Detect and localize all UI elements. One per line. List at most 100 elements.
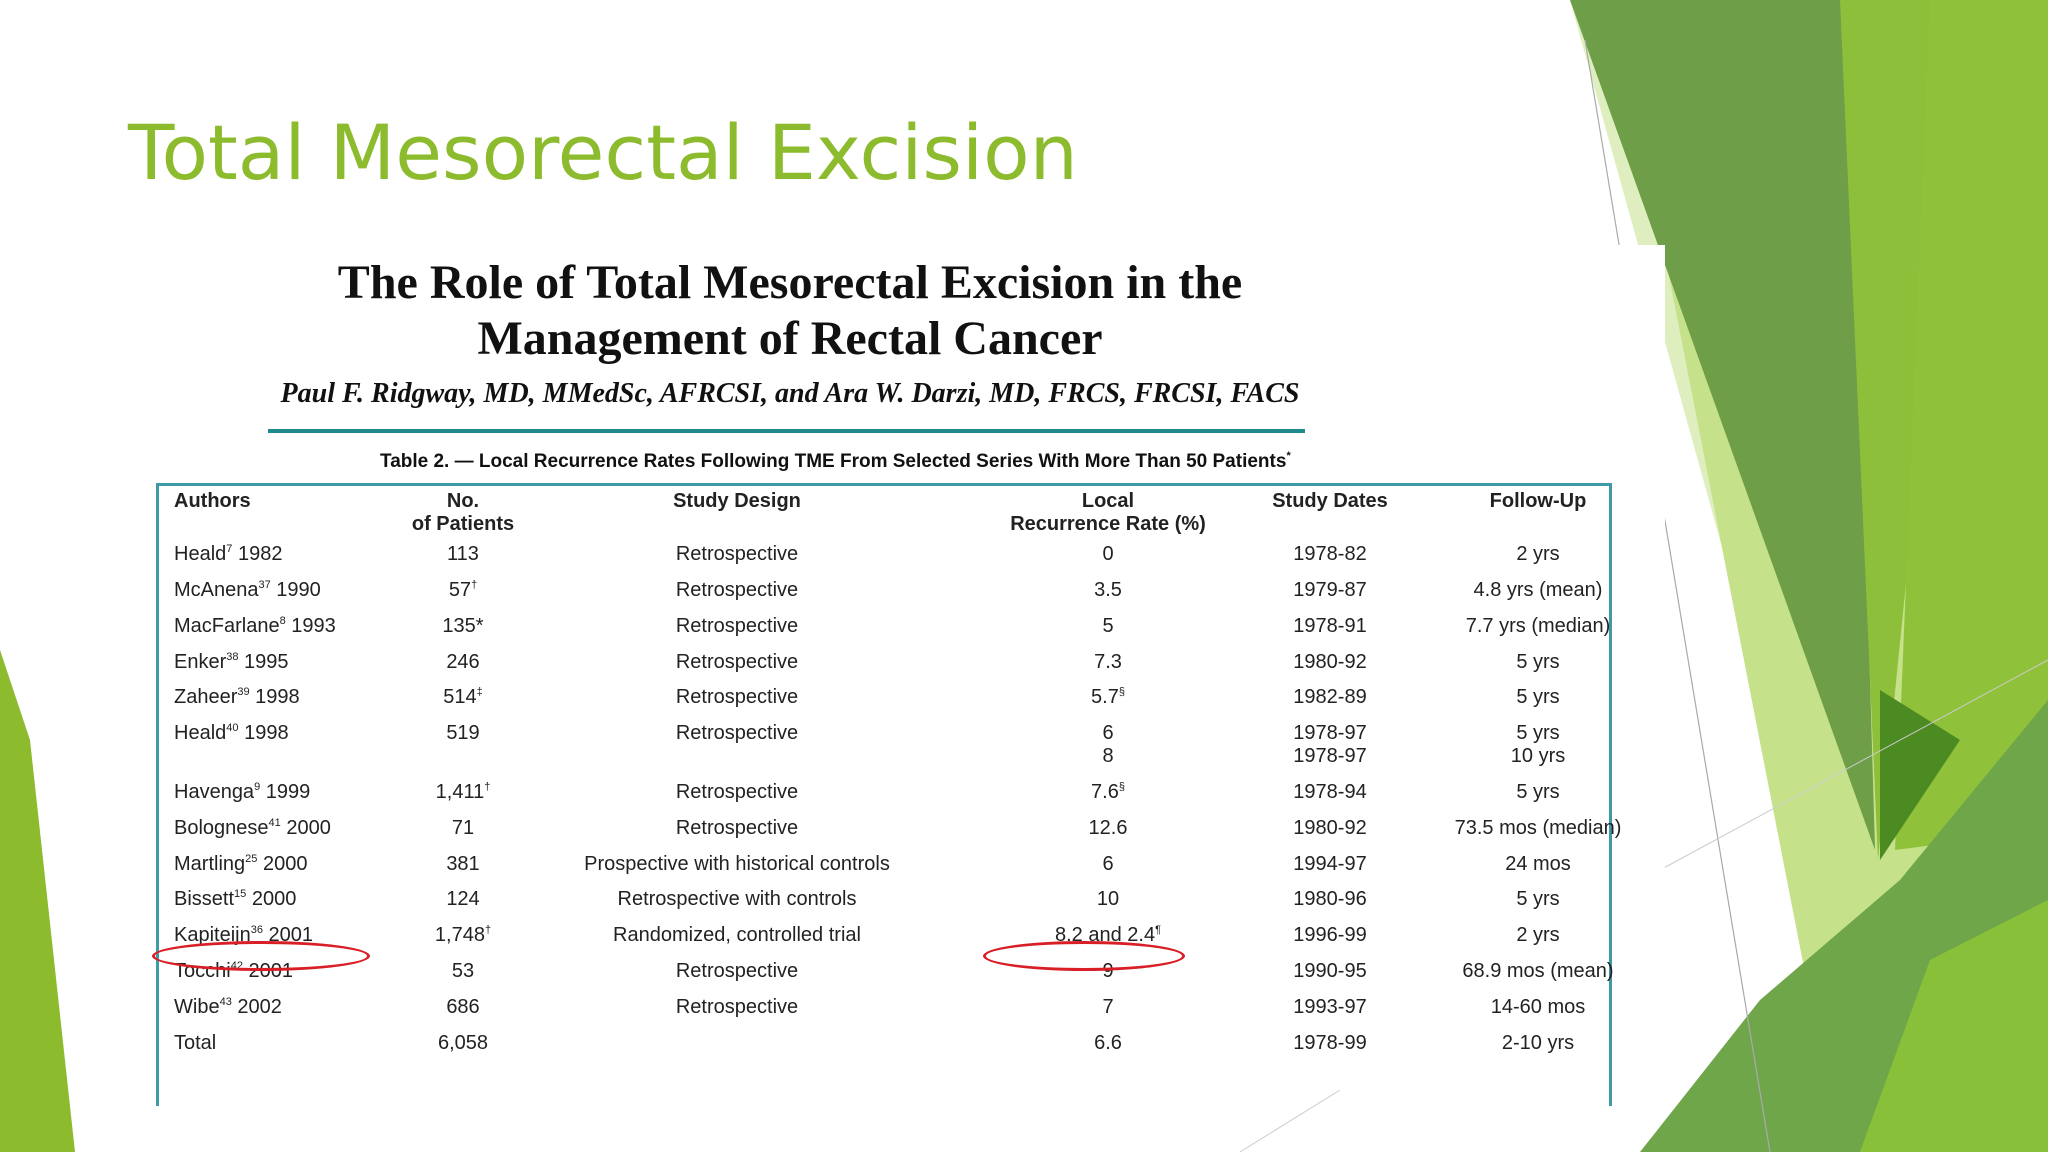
column-header-line2: Recurrence Rate (%) <box>1010 513 1206 535</box>
study-dates-cell: 1978-82 <box>1293 543 1367 565</box>
publication-year: 1993 <box>285 615 336 637</box>
study-dates-cell: 1978-99 <box>1293 1032 1367 1054</box>
recurrence-rate: 5.7 <box>1091 686 1119 708</box>
study-dates-cell: 1990-95 <box>1293 960 1367 982</box>
recurrence-rate-cell: 3.5 <box>928 579 1288 602</box>
patient-count: 519 <box>446 722 480 744</box>
patients-cell: 246 <box>283 651 643 674</box>
study-design-cell: Retrospective <box>675 651 799 673</box>
reference-number: 7 <box>226 543 233 555</box>
recurrence-rate: 6 <box>1102 853 1114 875</box>
study-design-cell: Prospective with historical controls <box>584 853 890 875</box>
patient-count: 514 <box>443 686 477 708</box>
paper-title: The Role of Total Mesorectal Excision in… <box>140 255 1440 367</box>
author-cell: Kapiteijn36 2001 <box>174 924 313 947</box>
highlight-rate-circle <box>983 941 1185 971</box>
reference-number: 38 <box>226 651 239 663</box>
author-cell: Bissett15 2000 <box>174 888 296 911</box>
author-cell: Heald7 1982 <box>174 543 282 566</box>
reference-number: 25 <box>245 853 258 865</box>
author-name: Heald <box>174 722 227 744</box>
publication-year: 1982 <box>232 543 283 565</box>
recurrence-rate-cell: 5 <box>928 615 1288 638</box>
publication-year: 1995 <box>238 651 289 673</box>
recurrence-rate-cell: 6 <box>928 722 1288 745</box>
author-cell: Martling25 2000 <box>174 853 307 876</box>
footnote-mark: † <box>484 781 491 793</box>
study-dates-cell: 1980-92 <box>1293 651 1367 673</box>
column-header-followup: Follow-Up <box>1358 490 1718 513</box>
follow-up-cell: 24 mos <box>1505 853 1571 875</box>
patient-count: 381 <box>446 853 480 875</box>
recurrence-rate-cell: 6.6 <box>928 1032 1288 1055</box>
study-design-cell: Retrospective <box>675 960 799 982</box>
follow-up-cell: 2 yrs <box>1516 543 1560 565</box>
paper-excerpt: The Role of Total Mesorectal Excision in… <box>140 245 1665 1106</box>
column-header-patients: No. of Patients <box>283 490 643 536</box>
patients-cell: 124 <box>283 888 643 911</box>
paper-title-line1: The Role of Total Mesorectal Excision in… <box>337 256 1243 309</box>
author-name: Havenga <box>174 781 255 803</box>
column-header-line1: Study Design <box>673 490 801 512</box>
recurrence-rate: 6 <box>1102 722 1114 744</box>
publication-year: 1998 <box>249 686 300 708</box>
author-name: Total <box>174 1032 217 1054</box>
author-name: Enker <box>174 651 227 673</box>
study-design-cell: Retrospective <box>675 686 799 708</box>
footnote-mark: ¶ <box>1155 924 1161 936</box>
reference-number: 15 <box>234 888 247 900</box>
patient-count: 53 <box>451 960 475 982</box>
patient-count: 1,748 <box>434 924 485 946</box>
patient-count: 246 <box>446 651 480 673</box>
recurrence-rate-cell: 7.3 <box>928 651 1288 674</box>
study-dates-cell: 1980-92 <box>1293 817 1367 839</box>
patients-cell: 57† <box>283 579 643 602</box>
patient-count: 71 <box>451 817 475 839</box>
follow-up-cell: 5 yrs <box>1516 651 1560 673</box>
author-cell: Total <box>174 1032 216 1055</box>
follow-up-cell: 68.9 mos (mean) <box>1462 960 1614 982</box>
study-dates-cell: 1982-89 <box>1293 686 1367 708</box>
recurrence-rate: 9 <box>1102 960 1114 982</box>
slide-title: Total Mesorectal Excision <box>128 108 1078 197</box>
patient-count: 113 <box>447 543 479 565</box>
author-cell: Enker38 1995 <box>174 651 289 674</box>
recurrence-rate-cell: 10 <box>928 888 1288 911</box>
table-caption-text: Table 2. — Local Recurrence Rates Follow… <box>380 451 1287 472</box>
patients-cell: 71 <box>283 817 643 840</box>
reference-number: 36 <box>250 924 263 936</box>
author-cell: Havenga9 1999 <box>174 781 310 804</box>
patients-cell: 135* <box>283 615 643 638</box>
study-design-cell: Retrospective <box>675 817 799 839</box>
publication-year: 1998 <box>238 722 289 744</box>
follow-up-cell-secondary: 10 yrs <box>1510 745 1566 767</box>
column-header-rate: Local Recurrence Rate (%) <box>928 490 1288 536</box>
author-name: Kapiteijn <box>174 924 251 946</box>
reference-number: 41 <box>268 817 281 829</box>
table-caption: Table 2. — Local Recurrence Rates Follow… <box>380 451 1480 473</box>
footnote-mark: § <box>1118 781 1125 793</box>
publication-year: 1990 <box>270 579 321 601</box>
publication-year: 2000 <box>280 817 331 839</box>
follow-up-cell: 5 yrs <box>1516 781 1560 803</box>
author-cell: MacFarlane8 1993 <box>174 615 336 638</box>
reference-number: 40 <box>226 722 239 734</box>
publication-year: 1999 <box>260 781 311 803</box>
patient-count: 1,411 <box>435 781 485 803</box>
study-dates-cell: 1996-99 <box>1293 924 1367 946</box>
recurrence-rate: 3.5 <box>1094 579 1122 601</box>
column-header-line1: Follow-Up <box>1489 490 1587 512</box>
study-design-cell: Retrospective <box>675 579 799 601</box>
recurrence-rate: 0 <box>1102 543 1114 565</box>
follow-up-cell: 5 yrs <box>1516 686 1560 708</box>
follow-up-cell: 2 yrs <box>1516 924 1560 946</box>
author-name: Wibe <box>174 996 220 1018</box>
study-design-cell: Randomized, controlled trial <box>613 924 861 946</box>
patients-cell: 113 <box>283 543 643 566</box>
publication-year: 2002 <box>231 996 282 1018</box>
study-design-cell: Retrospective <box>675 543 799 565</box>
recurrence-rate-cell: 0 <box>928 543 1288 566</box>
patients-cell: 53 <box>283 960 643 983</box>
paper-divider <box>268 429 1305 433</box>
